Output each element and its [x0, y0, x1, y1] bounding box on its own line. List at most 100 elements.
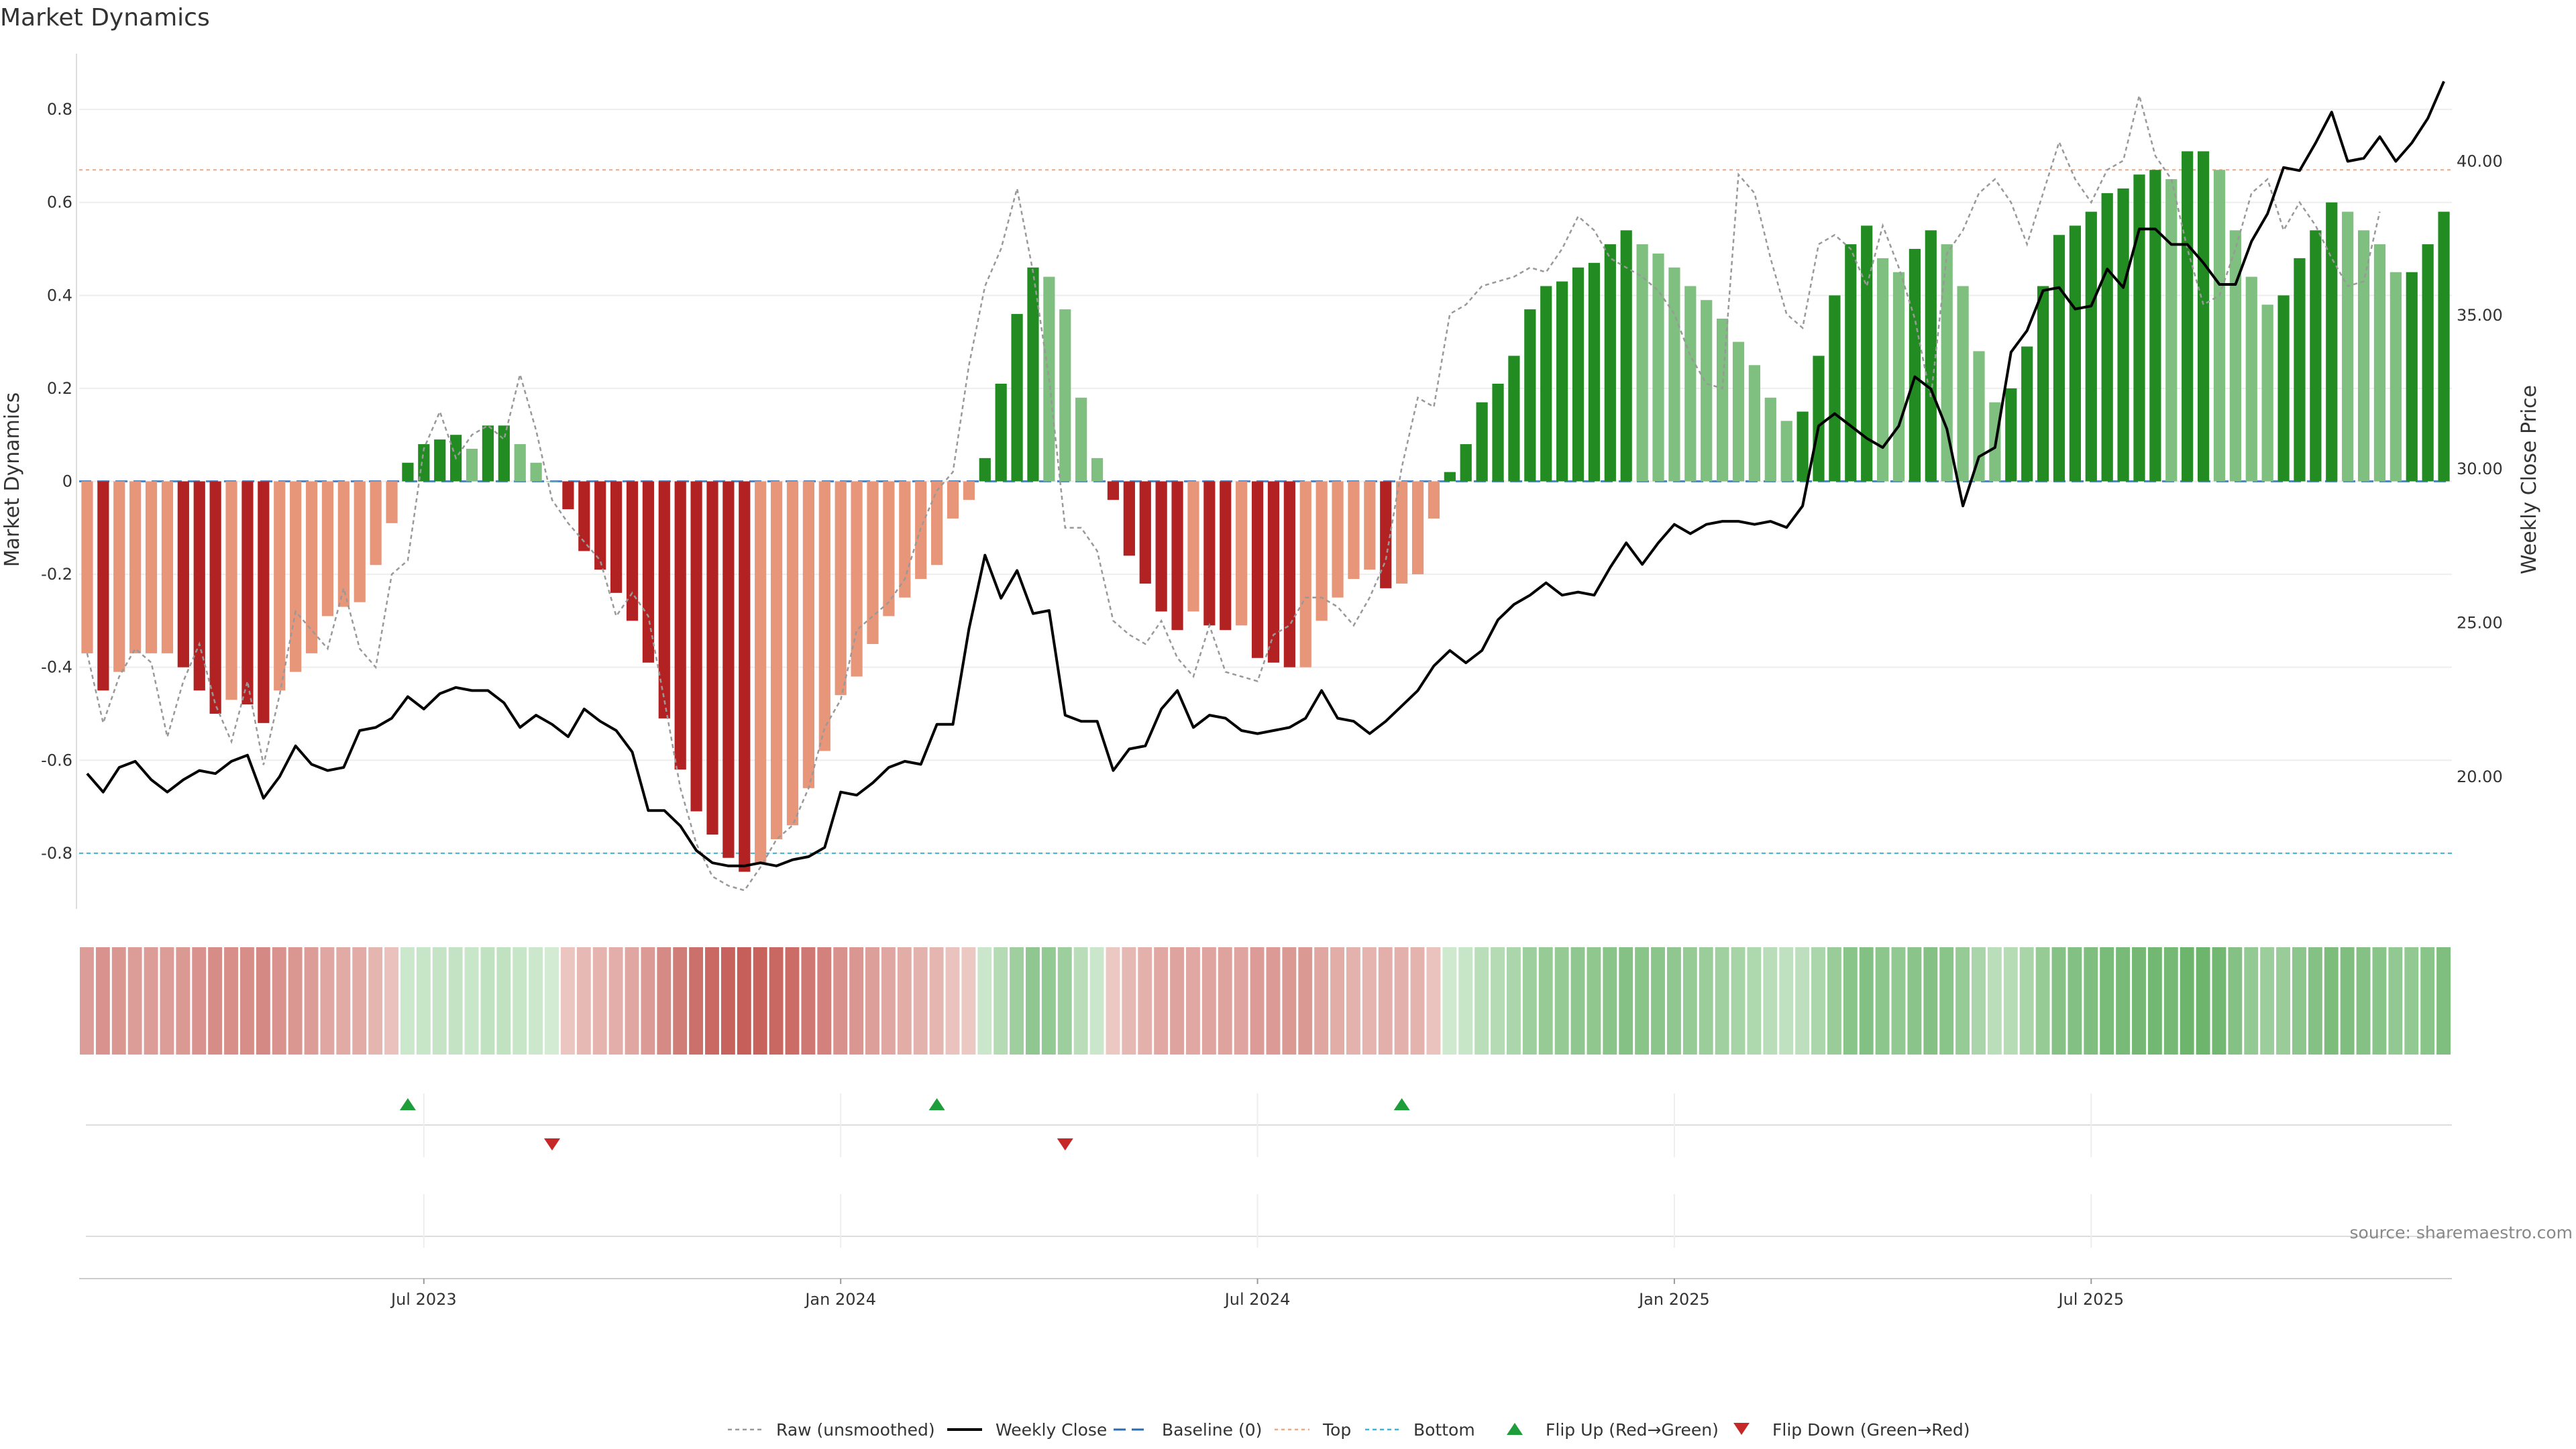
legend-label: Raw (unsmoothed) [776, 1420, 935, 1440]
heat-cell [2212, 947, 2226, 1055]
heat-cell [2372, 947, 2387, 1055]
momentum-bar [2117, 188, 2129, 482]
heat-cell [608, 947, 623, 1055]
heat-cell [208, 947, 223, 1055]
heat-cell [448, 947, 463, 1055]
regime-heat-strip [80, 947, 2451, 1055]
heat-cell [689, 947, 704, 1055]
momentum-bar [1476, 402, 1488, 482]
legend-label: Flip Down (Green→Red) [1772, 1420, 1970, 1440]
heat-cell [224, 947, 238, 1055]
heat-cell [2003, 947, 2018, 1055]
heat-cell [2356, 947, 2371, 1055]
heat-cell [785, 947, 800, 1055]
heat-cell [1955, 947, 1970, 1055]
momentum-bar [706, 481, 718, 835]
heat-cell [1089, 947, 1104, 1055]
momentum-bar [1011, 314, 1023, 482]
momentum-bar [722, 481, 735, 858]
momentum-bar [2406, 272, 2418, 482]
momentum-bar [2005, 388, 2017, 482]
momentum-bar [1107, 481, 1120, 500]
momentum-bar [1588, 262, 1601, 482]
heat-cell [1875, 947, 1890, 1055]
heat-cell [641, 947, 655, 1055]
heat-cell [1939, 947, 1954, 1055]
heat-cell [95, 947, 110, 1055]
y-left-tick-label: 0.8 [47, 100, 72, 119]
momentum-bar [1283, 481, 1295, 667]
heat-cell [592, 947, 607, 1055]
momentum-bar [1925, 230, 1937, 482]
legend-label: Top [1322, 1420, 1351, 1440]
momentum-bar [2229, 230, 2241, 482]
heat-cell [961, 947, 976, 1055]
heat-cell [994, 947, 1008, 1055]
heat-cell [1747, 947, 1762, 1055]
heat-cell [1154, 947, 1169, 1055]
heat-cell [176, 947, 191, 1055]
heat-cell [529, 947, 543, 1055]
heat-cell [1682, 947, 1697, 1055]
momentum-bar [2438, 211, 2450, 482]
heat-cell [1987, 947, 2002, 1055]
momentum-bar [434, 439, 446, 482]
heat-cell [2420, 947, 2435, 1055]
heat-cell [2244, 947, 2259, 1055]
momentum-bar [1123, 481, 1135, 556]
heat-cell [1972, 947, 1986, 1055]
heat-cell [1057, 947, 1072, 1055]
momentum-bar [274, 481, 286, 691]
heat-cell [1394, 947, 1409, 1055]
heat-cell [833, 947, 848, 1055]
momentum-bar [1556, 281, 1568, 482]
heat-cell [2163, 947, 2178, 1055]
y-axis-right: 20.00 25.00 30.00 35.00 40.00 [2457, 152, 2503, 786]
chart-title: Market Dynamics [0, 4, 210, 32]
heat-cell [1731, 947, 1746, 1055]
legend-swatch [1507, 1423, 1523, 1435]
heat-cell [416, 947, 431, 1055]
flip-up-marker [1393, 1098, 1410, 1110]
heat-cell [1442, 947, 1457, 1055]
momentum-bar [2197, 151, 2210, 482]
momentum-bar [2310, 230, 2322, 482]
heat-cell [1923, 947, 1938, 1055]
momentum-bar [1171, 481, 1183, 631]
legend: Raw (unsmoothed) Weekly Close Baseline (0)… [728, 1420, 1970, 1440]
momentum-bar [2085, 211, 2097, 482]
momentum-bar [578, 481, 590, 551]
momentum-bar [1684, 286, 1697, 482]
heat-cell [1041, 947, 1056, 1055]
momentum-bar [562, 481, 574, 510]
momentum-bar [979, 458, 991, 482]
momentum-bar [2373, 244, 2386, 482]
momentum-bar [2165, 179, 2178, 482]
momentum-bar [1652, 253, 1664, 482]
momentum-bar [674, 481, 686, 770]
momentum-bar [1396, 481, 1408, 584]
momentum-bar [2277, 295, 2290, 482]
heat-cell [1106, 947, 1120, 1055]
momentum-bar [1236, 481, 1248, 626]
momentum-bar [466, 448, 478, 482]
y-left-tick-label: -0.6 [41, 751, 72, 769]
legend-label: Bottom [1413, 1420, 1475, 1440]
heat-cell [769, 947, 784, 1055]
y-left-tick-label: -0.2 [41, 565, 72, 584]
heat-cell [1522, 947, 1537, 1055]
heat-cell [2019, 947, 2034, 1055]
heat-cell [2340, 947, 2355, 1055]
momentum-bar [739, 481, 751, 872]
heat-cell [1330, 947, 1344, 1055]
heat-cell [1715, 947, 1729, 1055]
heat-cell [160, 947, 174, 1055]
momentum-bar [690, 481, 702, 812]
heat-cell [737, 947, 751, 1055]
momentum-bar [321, 481, 334, 616]
raw-unsmoothed-line [86, 95, 2381, 892]
momentum-bar [786, 481, 799, 826]
heat-cell [2100, 947, 2114, 1055]
momentum-bar [610, 481, 623, 593]
